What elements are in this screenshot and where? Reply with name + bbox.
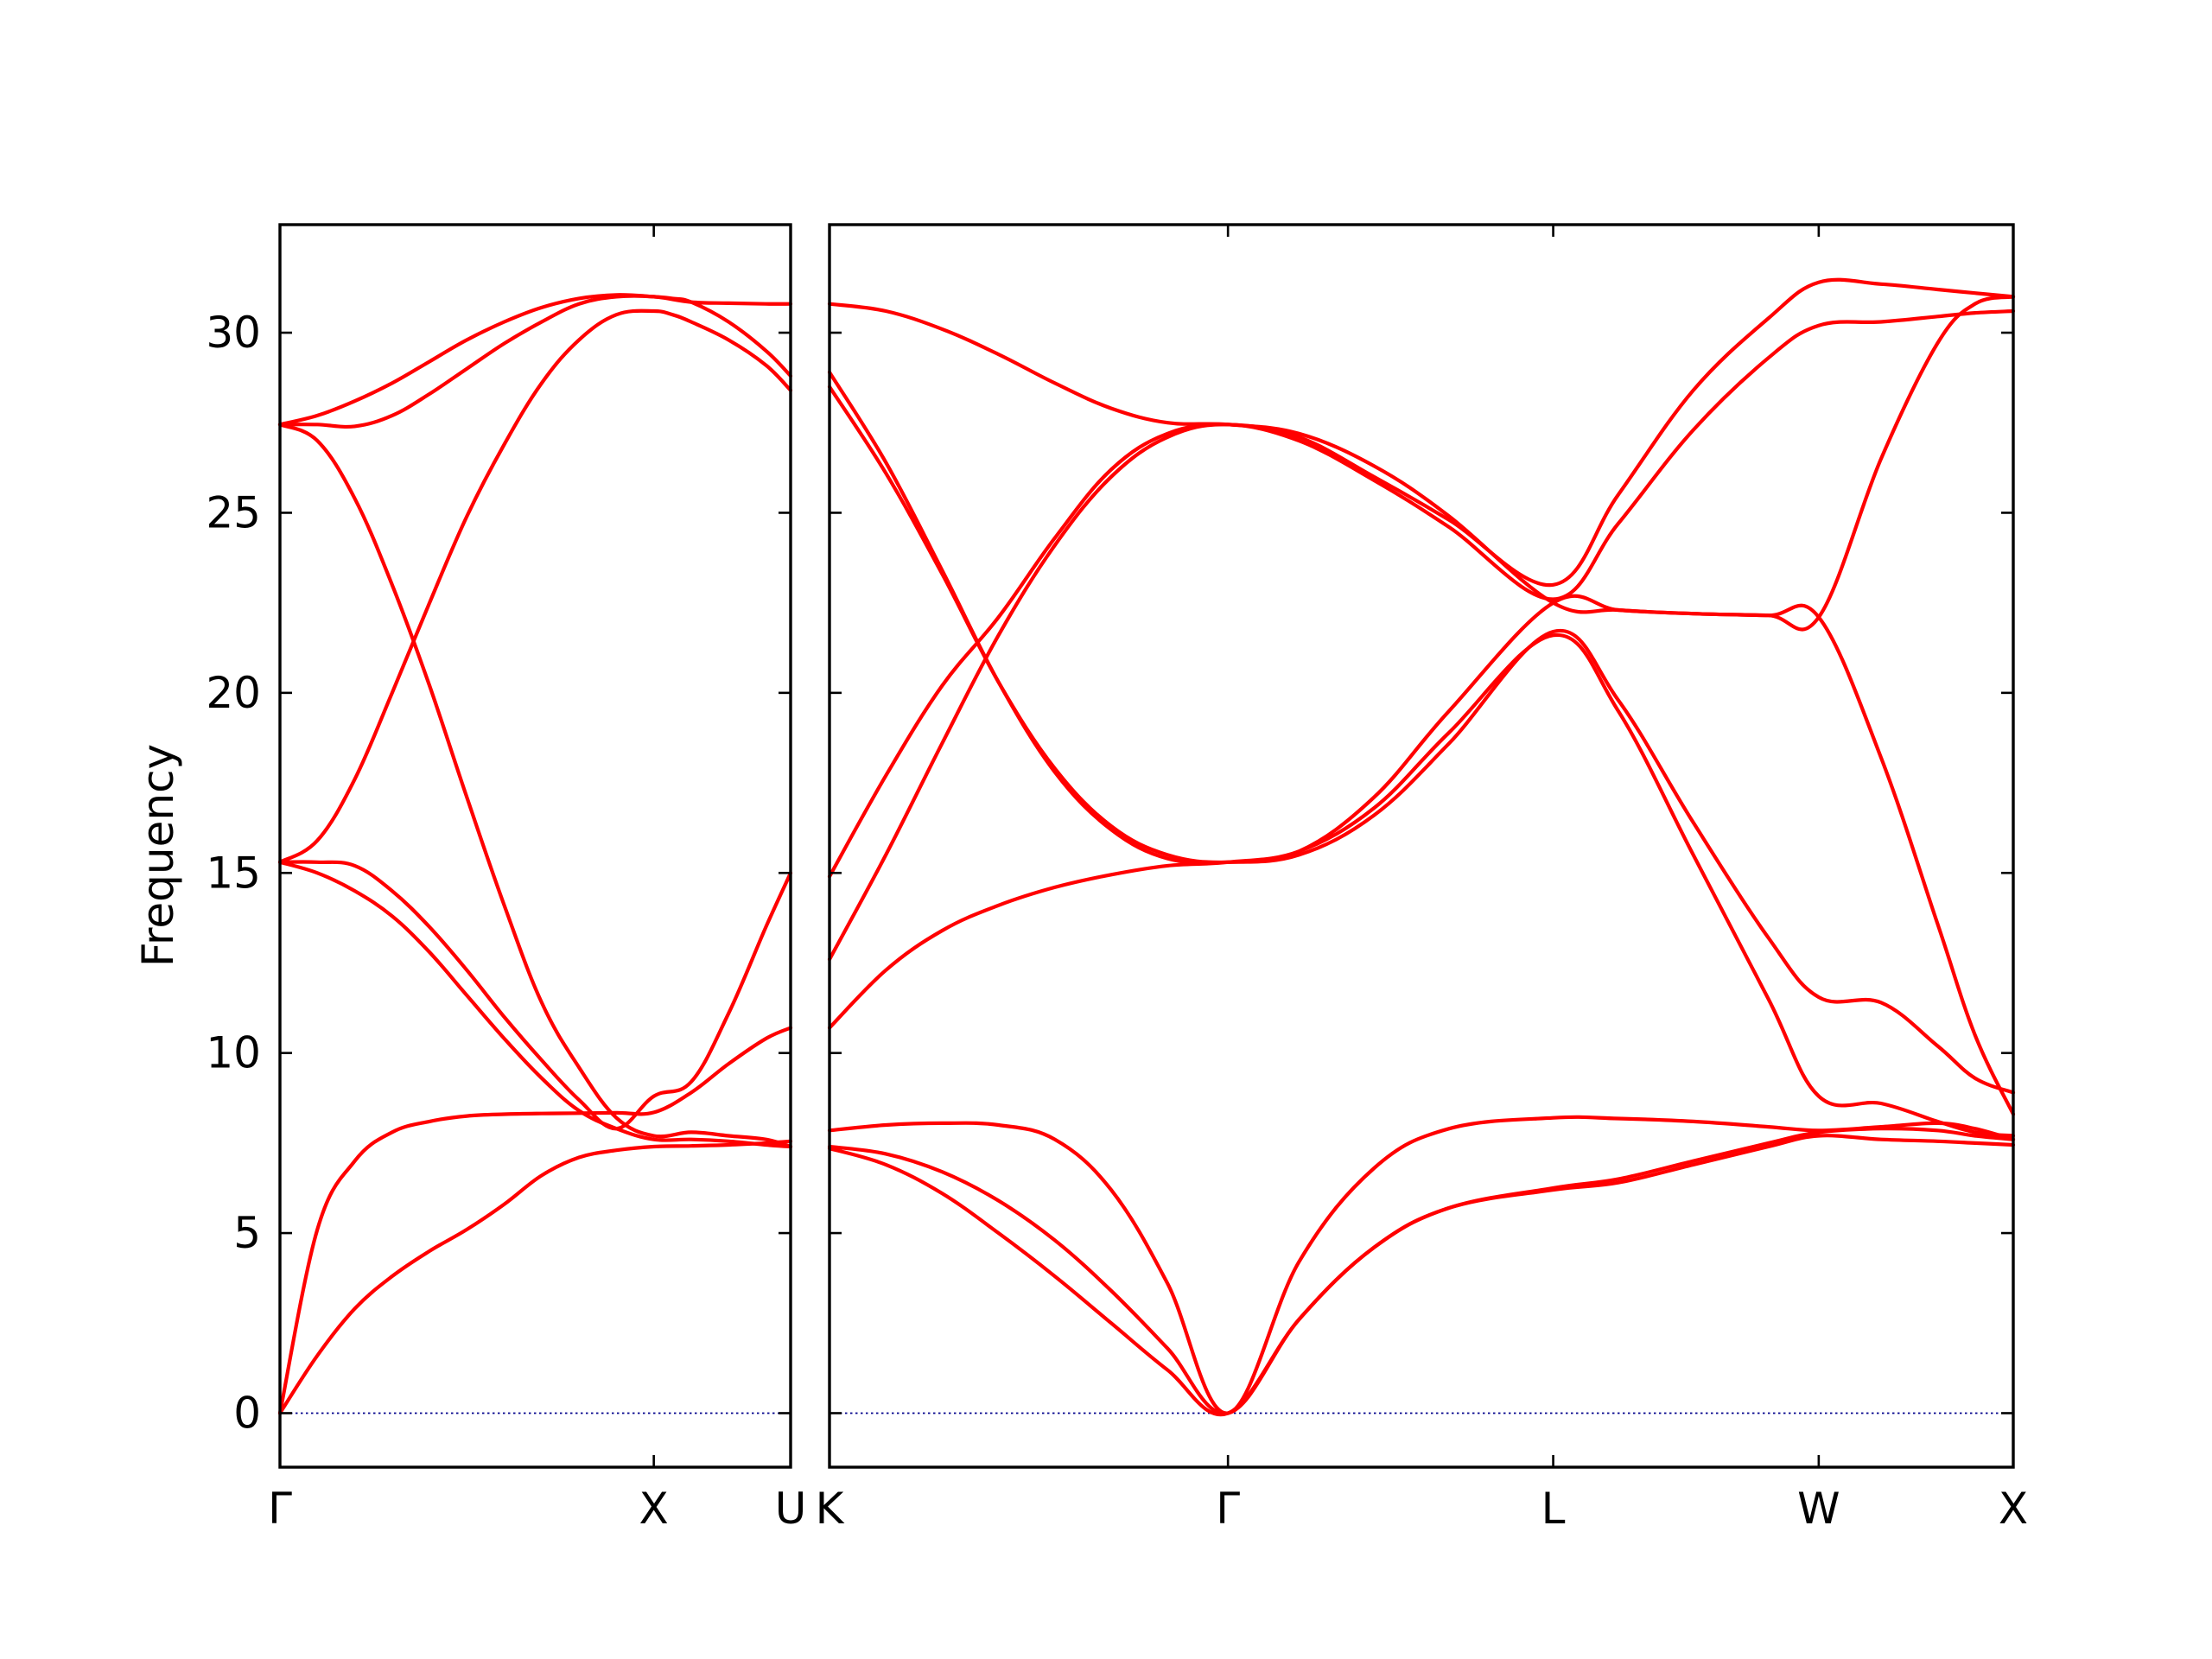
panel-gamma-x-u: 0 5 10 15 20 25 30 Γ X U [206, 223, 807, 1534]
band-line-6 [277, 293, 793, 427]
band-line-4 [827, 633, 2016, 1138]
band-line-7 [277, 860, 793, 1131]
band-line-5 [277, 423, 793, 1149]
x-tick-label: K [816, 1484, 845, 1534]
band-line-3 [827, 1127, 2016, 1417]
y-tick-label: 5 [233, 1208, 261, 1258]
axes-frame [278, 223, 792, 1469]
y-tick-label: 20 [206, 668, 261, 718]
y-tick-label: 25 [206, 487, 261, 537]
band-line-6 [827, 385, 2016, 1116]
band-line-3 [277, 860, 793, 1149]
axes-frame [828, 223, 2015, 1469]
x-tick-label: X [639, 1484, 669, 1534]
x-tick-label: X [1999, 1484, 2028, 1534]
y-tick-label: 15 [206, 848, 261, 898]
band-line-9 [827, 295, 2016, 632]
y-tick-label: 10 [206, 1028, 261, 1078]
y-tick-label: 0 [233, 1388, 261, 1438]
x-tick-label: L [1541, 1484, 1566, 1534]
band-line-8 [277, 294, 793, 429]
band-line-2 [277, 1139, 793, 1415]
x-tick-label: Γ [268, 1484, 292, 1534]
band-line-7 [827, 308, 2016, 962]
band-line-4 [277, 308, 793, 864]
x-tick-label: Γ [1216, 1484, 1240, 1534]
band-line-1 [277, 1026, 793, 1415]
y-tick-label: 30 [206, 308, 261, 358]
y-axis-label: Frequency [133, 744, 183, 967]
x-tick-label: U [775, 1484, 807, 1534]
x-tick-label: W [1797, 1484, 1840, 1534]
band-line-8 [827, 277, 2016, 879]
panels-layer: 0 5 10 15 20 25 30 Γ X U K Γ L W X [206, 223, 2028, 1534]
